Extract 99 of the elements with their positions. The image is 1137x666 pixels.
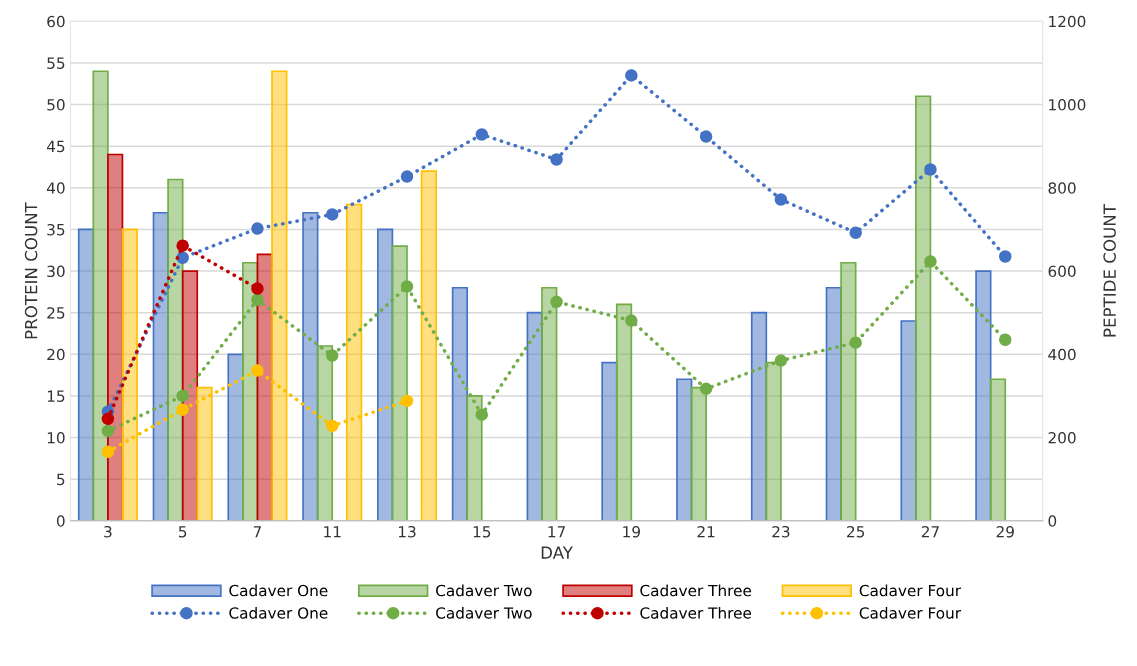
legend-label: Cadaver Four [859,584,962,597]
bar [451,286,469,521]
bar [391,245,408,521]
bar [840,261,857,521]
y-tick-label: 20 [47,348,65,361]
legend-label: Cadaver Three [640,606,752,619]
point [101,445,115,458]
x-tick-label: 5 [178,526,187,538]
point [325,349,339,362]
y2-tick-label: 1200 [1049,15,1086,28]
y2-tick-label: 0 [1048,515,1057,527]
y2-tick-label: 200 [1048,432,1076,444]
legend-label: Cadaver Two [436,584,532,597]
x-axis-title: DAY [541,546,574,559]
x-tick-label: 15 [473,526,491,538]
point [849,336,862,349]
point [699,382,713,396]
point [176,251,189,264]
legend-label: Cadaver Four [859,606,962,619]
legend-label: Cadaver One [229,606,328,619]
point [475,128,489,141]
bar [345,203,363,521]
y-tick-label: 45 [46,140,65,153]
point [400,280,414,293]
bar [271,70,288,521]
legend-label: Cadaver Three [640,584,752,597]
point [176,389,189,403]
bar [541,286,558,521]
bar [615,303,633,521]
point [400,170,414,183]
y2-tick-label: 800 [1048,182,1076,194]
y-tick-label: 35 [47,223,65,236]
point [325,208,339,221]
point [774,354,788,367]
x-tick-label: 21 [697,525,715,538]
y-tick-label: 55 [47,57,65,69]
x-tick-label: 3 [104,525,112,538]
point [101,412,115,426]
y-tick-label: 15 [47,390,65,402]
point [176,403,189,416]
y-tick-label: 30 [47,265,65,278]
point [475,408,489,421]
y-axis-title: PROTEIN COUNT [24,202,38,339]
bar [92,70,109,521]
x-tick-label: 11 [324,526,341,538]
y-tick-label: 60 [47,15,65,28]
y-tick-label: 10 [47,432,65,444]
point [998,250,1012,263]
x-tick-label: 23 [772,525,790,538]
point [400,394,414,408]
x-tick-label: 17 [548,526,565,538]
point [849,226,862,240]
x-tick-label: 27 [921,525,939,538]
point [924,255,937,268]
point [550,295,563,309]
point [550,153,563,166]
legend-label: Cadaver Two [436,606,532,619]
point [625,69,638,82]
point [699,130,713,143]
point [998,333,1012,346]
point [251,293,264,307]
y-tick-label: 5 [57,473,65,486]
legend-label: Cadaver One [229,584,328,597]
point [251,222,264,235]
bar [227,353,244,521]
bar [900,320,917,521]
y2-tick-label: 1000 [1049,99,1086,111]
bar [975,270,992,521]
x-tick-label: 29 [996,525,1014,538]
point [774,193,788,206]
point [176,239,189,252]
bar [121,228,138,521]
bar [302,211,319,521]
bar [676,378,693,521]
bar [466,395,483,521]
bar [316,345,334,521]
point [251,282,264,295]
point [625,314,638,327]
y-tick-label: 50 [47,99,65,111]
x-tick-label: 19 [623,525,640,538]
y-tick-label: 25 [47,307,65,319]
y2-tick-label: 600 [1048,265,1076,278]
bar [601,361,618,521]
y2-tick-label: 400 [1048,348,1076,361]
bar [420,170,438,521]
y2-axis-title: PEPTIDE COUNT [1103,204,1116,337]
y-tick-label: 40 [46,182,65,194]
point [325,419,339,433]
point [251,364,264,377]
bar [915,95,932,521]
bar [989,378,1007,521]
point [924,163,937,176]
bar [196,386,213,521]
bar [377,228,394,521]
y-tick-label: 0 [56,515,65,527]
x-tick-label: 7 [253,526,261,538]
x-tick-label: 25 [847,525,865,538]
x-tick-label: 13 [398,525,416,538]
point [101,424,115,438]
